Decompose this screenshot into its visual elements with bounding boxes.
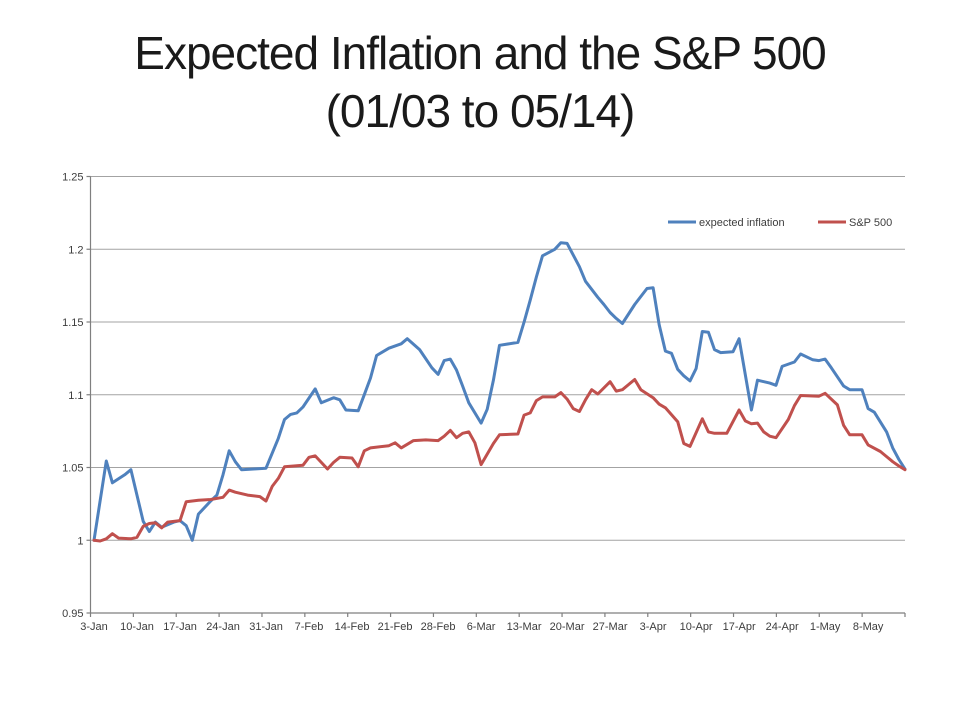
x-tick-label: 14-Feb — [335, 621, 370, 633]
legend-label-sp500: S&P 500 — [849, 217, 892, 229]
x-tick-label: 20-Mar — [550, 621, 585, 633]
x-tick-label: 24-Apr — [766, 621, 799, 633]
series-line-s-p-500 — [92, 378, 907, 543]
x-tick-label: 31-Jan — [249, 621, 283, 633]
y-tick-label: 1 — [77, 535, 83, 547]
slide-title-line2: (01/03 to 05/14) — [325, 85, 636, 137]
x-tick-label: 27-Mar — [593, 621, 628, 633]
y-tick-label: 1.05 — [62, 463, 83, 475]
x-tick-label: 13-Mar — [507, 621, 542, 633]
x-tick-label: 3-Apr — [640, 621, 667, 633]
slide-title-line1: Expected Inflation and the S&P 500 — [134, 27, 826, 79]
x-tick-label: 6-Mar — [467, 621, 496, 633]
x-tick-label: 17-Apr — [723, 621, 756, 633]
series-line-expected-inflation — [92, 241, 907, 542]
x-tick-label: 10-Apr — [680, 621, 713, 633]
x-tick-label: 21-Feb — [378, 621, 413, 633]
x-tick-label: 1-May — [810, 621, 841, 633]
x-tick-label: 28-Feb — [421, 621, 456, 633]
legend-label-expected-inflation: expected inflation — [699, 217, 785, 229]
slide-title: Expected Inflation and the S&P 500 (01/0… — [0, 24, 960, 140]
x-tick-label: 8-May — [853, 621, 884, 633]
x-tick-label: 7-Feb — [295, 621, 324, 633]
x-tick-label: 3-Jan — [80, 621, 108, 633]
y-tick-label: 1.2 — [68, 244, 83, 256]
y-tick-label: 1.15 — [62, 317, 83, 329]
x-tick-label: 17-Jan — [163, 621, 197, 633]
y-tick-label: 0.95 — [62, 608, 83, 620]
y-tick-label: 1.1 — [68, 390, 83, 402]
x-tick-label: 10-Jan — [120, 621, 154, 633]
y-tick-label: 1.25 — [62, 172, 83, 184]
x-tick-label: 24-Jan — [206, 621, 240, 633]
